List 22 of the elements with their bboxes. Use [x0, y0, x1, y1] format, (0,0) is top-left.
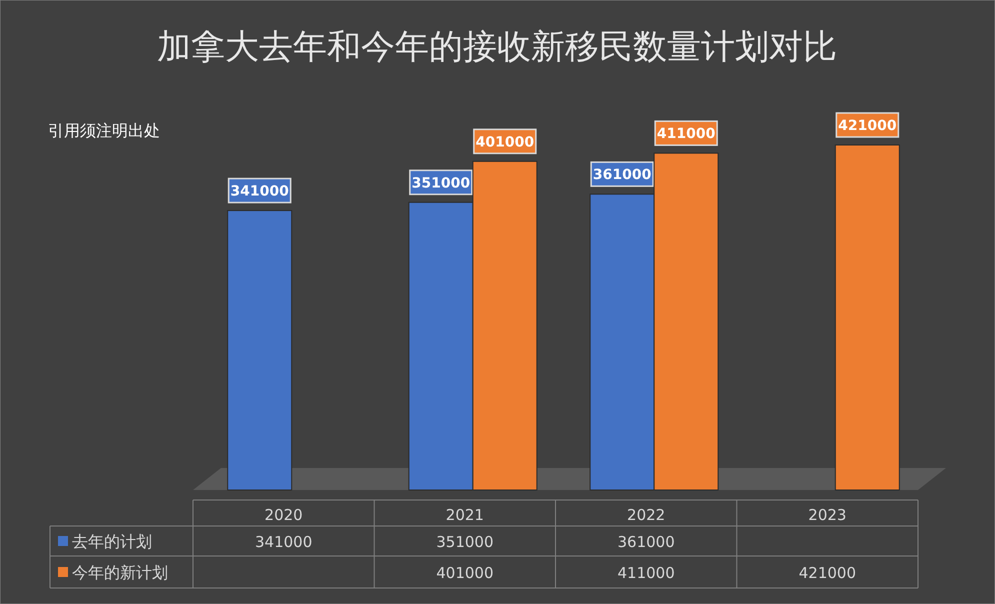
text: 361000 — [617, 533, 675, 551]
data-label: 351000 — [412, 175, 470, 192]
legend-label: 去年的计划 — [72, 532, 152, 551]
text: 351000 — [436, 533, 494, 551]
text: 411000 — [617, 564, 675, 582]
data-label: 421000 — [838, 118, 897, 134]
text: 421000 — [798, 564, 856, 582]
data-label: 411000 — [656, 126, 716, 142]
data-label: 341000 — [230, 184, 290, 200]
data-label: 401000 — [476, 134, 534, 150]
text: 341000 — [254, 533, 312, 551]
text: 401000 — [436, 564, 494, 582]
x-tick-label: 2022 — [627, 506, 666, 524]
x-tick-label: 2023 — [808, 506, 846, 524]
bar — [834, 144, 900, 490]
chart-title: 加拿大去年和今年的接收新移民数量计划对比 — [157, 27, 837, 67]
bar — [227, 210, 292, 490]
data-label: 361000 — [592, 167, 652, 184]
legend-label: 今年的新计划 — [72, 563, 168, 582]
text: 引用须注明出处 — [48, 121, 160, 140]
x-tick-label: 2021 — [446, 506, 484, 524]
x-tick-label: 2020 — [264, 506, 303, 524]
